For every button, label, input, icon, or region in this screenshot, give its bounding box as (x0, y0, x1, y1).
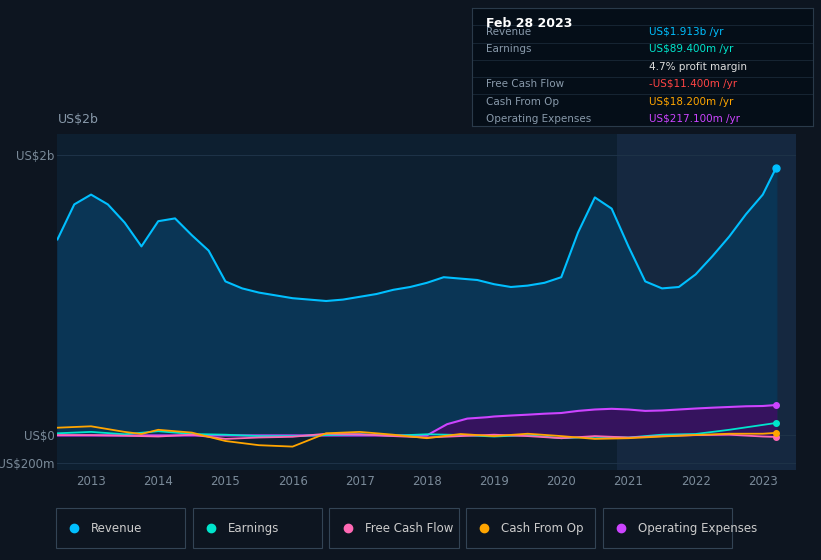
Text: -US$11.400m /yr: -US$11.400m /yr (649, 79, 737, 89)
Text: US$89.400m /yr: US$89.400m /yr (649, 44, 734, 54)
Text: Cash From Op: Cash From Op (486, 96, 559, 106)
Text: US$1.913b /yr: US$1.913b /yr (649, 27, 724, 37)
Text: Cash From Op: Cash From Op (502, 521, 584, 535)
Text: Free Cash Flow: Free Cash Flow (486, 79, 564, 89)
Bar (617, 134, 796, 470)
Text: US$18.200m /yr: US$18.200m /yr (649, 96, 734, 106)
Text: Revenue: Revenue (486, 27, 531, 37)
Text: 4.7% profit margin: 4.7% profit margin (649, 62, 747, 72)
Text: US$217.100m /yr: US$217.100m /yr (649, 114, 741, 124)
Text: Earnings: Earnings (486, 44, 531, 54)
FancyBboxPatch shape (329, 508, 458, 548)
Text: Feb 28 2023: Feb 28 2023 (486, 17, 572, 30)
FancyBboxPatch shape (466, 508, 595, 548)
Text: Revenue: Revenue (91, 521, 143, 535)
FancyBboxPatch shape (56, 508, 186, 548)
Text: US$2b: US$2b (57, 113, 99, 126)
Text: Free Cash Flow: Free Cash Flow (365, 521, 453, 535)
Text: Operating Expenses: Operating Expenses (486, 114, 591, 124)
Text: Earnings: Earnings (228, 521, 279, 535)
FancyBboxPatch shape (603, 508, 732, 548)
Text: Operating Expenses: Operating Expenses (638, 521, 757, 535)
FancyBboxPatch shape (192, 508, 322, 548)
